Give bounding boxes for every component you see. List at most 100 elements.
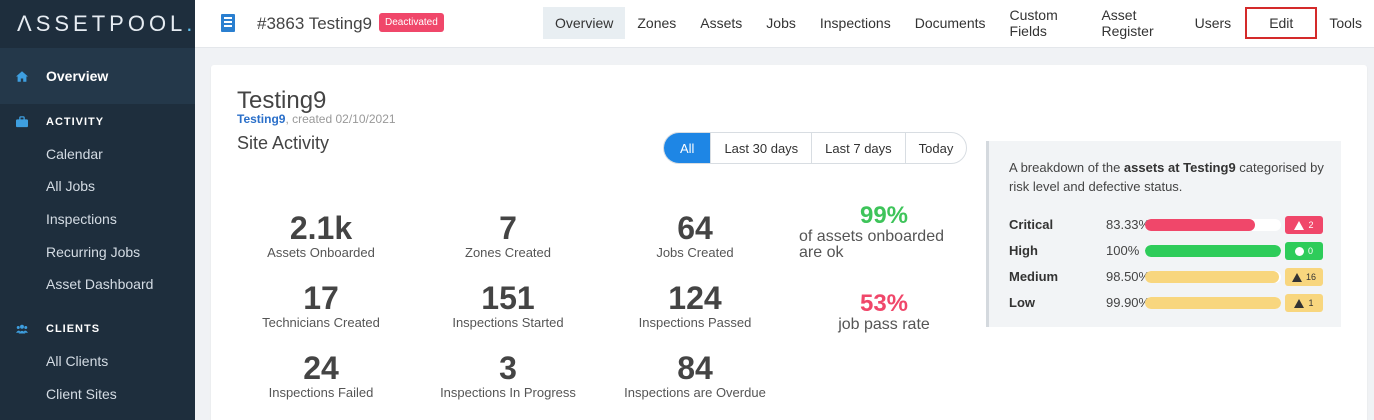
risk-level-label: Low	[1009, 295, 1035, 310]
stat-label-line2: are ok	[799, 244, 844, 261]
sidebar-item-label: All Jobs	[46, 178, 96, 194]
stat-label: Jobs Created	[656, 245, 734, 260]
sidebar-item-label: All Clients	[46, 353, 109, 369]
logo[interactable]: ΛSSETPOOL.	[0, 0, 195, 48]
risk-row-high: High 100% 0	[1009, 241, 1329, 261]
status-badge: Deactivated	[379, 13, 444, 32]
tab-users[interactable]: Users	[1194, 15, 1232, 31]
warning-icon	[1294, 220, 1305, 230]
stat-inspections-overdue: 84 Inspections are Overdue	[605, 351, 785, 400]
risk-row-critical: Critical 83.33% 2	[1009, 215, 1329, 235]
stat-jobs-created: 64 Jobs Created	[605, 211, 785, 260]
tab-custom-fields[interactable]: Custom Fields	[1009, 7, 1058, 39]
stat-technicians-created: 17 Technicians Created	[231, 281, 411, 330]
badge-count: 16	[1305, 272, 1316, 282]
risk-percent: 100%	[1106, 243, 1140, 258]
badge-count: 2	[1308, 220, 1314, 230]
stat-label-line1: of assets onboarded	[799, 228, 944, 245]
risk-defect-badge[interactable]: 16	[1285, 268, 1323, 286]
sidebar-item-label: Client Sites	[46, 386, 117, 402]
risk-progress-bar	[1145, 219, 1281, 231]
badge-count: 1	[1308, 298, 1314, 308]
sidebar-item-client-sites[interactable]: Client Sites	[0, 384, 117, 404]
filter-all-button[interactable]: All	[664, 133, 711, 163]
filter-last-7-days-button[interactable]: Last 7 days	[811, 133, 905, 163]
stat-value: 64	[677, 210, 713, 246]
sidebar-item-inspections[interactable]: Inspections	[0, 209, 117, 229]
warning-icon	[1291, 272, 1302, 282]
risk-defect-badge[interactable]: 1	[1285, 294, 1323, 312]
stat-label: Zones Created	[465, 245, 551, 260]
sidebar-item-label: Calendar	[46, 146, 103, 162]
site-tabs: Overview Zones Assets Jobs Inspections D…	[543, 7, 1374, 39]
risk-progress-fill	[1145, 271, 1279, 283]
sidebar-item-overview[interactable]: Overview	[0, 48, 195, 104]
filter-today-button[interactable]: Today	[904, 133, 967, 163]
tab-overview[interactable]: Overview	[543, 7, 626, 39]
stat-label: Assets Onboarded	[267, 245, 375, 260]
stat-value: 3	[499, 350, 517, 386]
created-date: , created 02/10/2021	[285, 112, 396, 126]
risk-defect-badge[interactable]: 2	[1285, 216, 1323, 234]
top-header: #3863 Testing9 Deactivated Overview Zone…	[195, 0, 1374, 48]
tab-tools[interactable]: Tools	[1329, 15, 1362, 31]
stat-value: 84	[677, 350, 713, 386]
tab-inspections[interactable]: Inspections	[819, 15, 891, 31]
stat-inspections-started: 151 Inspections Started	[418, 281, 598, 330]
sidebar-item-label: Recurring Jobs	[46, 244, 141, 260]
page-subtitle: Testing9, created 02/10/2021	[237, 112, 396, 126]
sidebar-item-all-clients[interactable]: All Clients	[0, 351, 108, 371]
stat-value: 24	[303, 350, 339, 386]
risk-percent: 99.90%	[1106, 295, 1151, 310]
site-title: #3863 Testing9	[257, 14, 373, 33]
check-circle-icon	[1294, 246, 1304, 256]
risk-percent: 83.33%	[1106, 217, 1151, 232]
risk-progress-fill	[1145, 297, 1281, 309]
sidebar-item-label: Overview	[46, 68, 109, 84]
sidebar-section-activity: ACTIVITY	[0, 112, 104, 132]
sidebar-section-clients: CLIENTS	[0, 319, 100, 339]
tab-jobs[interactable]: Jobs	[766, 15, 796, 31]
warning-icon	[1294, 298, 1305, 308]
stat-value: 53%	[859, 290, 909, 317]
sidebar-item-asset-dashboard[interactable]: Asset Dashboard	[0, 274, 153, 294]
stat-inspections-passed: 124 Inspections Passed	[605, 281, 785, 330]
section-title: Site Activity	[237, 133, 330, 153]
tab-documents[interactable]: Documents	[914, 15, 986, 31]
briefcase-icon	[0, 116, 28, 128]
client-link[interactable]: Testing9	[237, 112, 286, 126]
tab-zones[interactable]: Zones	[637, 15, 677, 31]
risk-progress-fill	[1145, 245, 1281, 257]
badge-count: 0	[1307, 246, 1313, 256]
stat-value: 99%	[859, 202, 909, 229]
building-icon	[221, 14, 235, 32]
risk-level-label: High	[1009, 243, 1038, 258]
sidebar-item-label: Asset Dashboard	[46, 276, 154, 292]
sidebar-item-all-jobs[interactable]: All Jobs	[0, 176, 95, 196]
stat-assets-ok-percent: 99% of assets onboarded are ok	[799, 203, 969, 261]
risk-progress-bar	[1145, 271, 1281, 283]
stat-job-pass-rate: 53% job pass rate	[799, 291, 969, 333]
stat-assets-onboarded: 2.1k Assets Onboarded	[231, 211, 411, 260]
stat-label: Inspections Started	[452, 315, 564, 330]
sidebar-item-calendar[interactable]: Calendar	[0, 144, 103, 164]
filter-last-30-days-button[interactable]: Last 30 days	[710, 133, 811, 163]
risk-progress-fill	[1145, 219, 1255, 231]
sidebar: ΛSSETPOOL. Overview ACTIVITY Calendar Al…	[0, 0, 195, 420]
sidebar-section-label: CLIENTS	[46, 323, 101, 335]
sidebar-item-recurring-jobs[interactable]: Recurring Jobs	[0, 242, 140, 262]
risk-defect-badge[interactable]: 0	[1285, 242, 1323, 260]
sidebar-section-label: ACTIVITY	[46, 116, 105, 128]
stat-value: 7	[499, 210, 517, 246]
tab-edit[interactable]: Edit	[1245, 7, 1318, 39]
risk-breakdown-panel: A breakdown of the assets at Testing9 ca…	[986, 141, 1341, 327]
stat-zones-created: 7 Zones Created	[418, 211, 598, 260]
stat-label: Inspections In Progress	[440, 385, 576, 400]
stat-value: 2.1k	[289, 210, 353, 246]
stat-value: 151	[481, 280, 535, 316]
tab-asset-register[interactable]: Asset Register	[1101, 7, 1154, 39]
sidebar-item-label: Inspections	[46, 211, 117, 227]
tab-assets[interactable]: Assets	[700, 15, 743, 31]
stat-label: Inspections Passed	[638, 315, 752, 330]
risk-percent: 98.50%	[1106, 269, 1151, 284]
